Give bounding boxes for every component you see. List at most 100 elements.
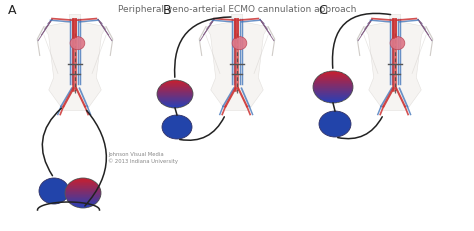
Bar <box>315 93 352 94</box>
Bar <box>70 182 96 183</box>
Bar <box>316 79 350 80</box>
Polygon shape <box>364 15 426 111</box>
Bar <box>80 207 87 208</box>
Bar <box>158 90 192 91</box>
Bar <box>160 86 190 87</box>
Text: B: B <box>163 4 172 17</box>
Bar <box>72 204 94 205</box>
Bar <box>70 203 96 204</box>
Bar <box>313 86 353 87</box>
Bar <box>315 94 351 95</box>
Bar <box>68 184 98 185</box>
Bar <box>159 101 191 102</box>
Bar <box>313 85 353 86</box>
Bar <box>67 185 99 186</box>
Bar <box>314 83 352 84</box>
Text: Johnson Visual Media
© 2013 Indiana University: Johnson Visual Media © 2013 Indiana Univ… <box>108 151 178 163</box>
Bar <box>314 92 352 93</box>
Polygon shape <box>44 15 106 111</box>
Bar <box>157 92 193 93</box>
Bar <box>319 76 347 77</box>
Bar <box>324 73 342 74</box>
Bar <box>323 101 343 102</box>
Bar <box>169 81 181 82</box>
Bar <box>313 88 353 89</box>
Bar <box>65 192 101 193</box>
Bar <box>65 189 100 190</box>
Bar <box>72 181 94 182</box>
Bar <box>158 89 191 90</box>
Bar <box>75 179 91 180</box>
Bar <box>70 183 97 184</box>
Ellipse shape <box>232 37 247 51</box>
Bar <box>157 95 193 96</box>
Bar <box>314 82 352 83</box>
Bar <box>317 77 349 78</box>
Bar <box>65 190 100 191</box>
Bar <box>65 195 101 196</box>
Bar <box>157 91 192 92</box>
Bar <box>316 96 350 97</box>
Bar <box>317 97 349 98</box>
Bar <box>66 188 100 189</box>
Bar <box>159 87 191 88</box>
Bar <box>80 178 87 179</box>
Bar <box>66 197 100 198</box>
Bar <box>316 95 350 96</box>
Bar <box>69 202 97 203</box>
Bar <box>157 94 193 95</box>
Bar <box>157 93 193 94</box>
Bar <box>66 187 100 188</box>
Bar <box>158 99 192 100</box>
Bar <box>326 102 340 103</box>
Bar <box>73 205 93 206</box>
Ellipse shape <box>162 116 192 139</box>
Bar <box>65 196 100 197</box>
Text: A: A <box>8 4 17 17</box>
Bar <box>157 96 193 97</box>
Bar <box>313 87 353 88</box>
Ellipse shape <box>390 37 405 51</box>
Bar <box>317 78 349 79</box>
Bar <box>164 83 186 84</box>
Bar <box>67 200 99 201</box>
Bar <box>160 102 190 103</box>
Bar <box>65 194 101 195</box>
Bar <box>313 90 353 91</box>
Ellipse shape <box>39 178 69 204</box>
Bar <box>326 72 340 73</box>
Bar <box>74 180 92 181</box>
Bar <box>320 75 346 76</box>
Bar <box>157 97 192 98</box>
Bar <box>65 191 101 192</box>
Bar <box>67 186 99 187</box>
Bar <box>172 108 179 109</box>
Text: Peripheral veno-arterial ECMO cannulation approach: Peripheral veno-arterial ECMO cannulatio… <box>118 5 356 14</box>
Bar <box>65 193 101 194</box>
Bar <box>162 104 188 105</box>
Bar <box>319 98 347 99</box>
Bar <box>163 84 187 85</box>
Bar <box>313 84 353 85</box>
Bar <box>158 98 192 99</box>
Bar <box>314 91 352 92</box>
Text: C: C <box>318 4 327 17</box>
Bar <box>166 82 184 83</box>
Ellipse shape <box>70 37 85 51</box>
Bar <box>313 89 353 90</box>
Bar <box>68 201 98 202</box>
Bar <box>66 198 100 199</box>
Bar <box>159 100 191 101</box>
Bar <box>315 81 352 82</box>
Ellipse shape <box>319 112 351 137</box>
Bar <box>162 103 189 104</box>
Bar <box>162 85 189 86</box>
Bar <box>321 74 345 75</box>
Bar <box>67 199 100 200</box>
Bar <box>315 80 351 81</box>
Bar <box>164 105 186 106</box>
Bar <box>159 88 191 89</box>
Bar <box>321 100 345 101</box>
Bar <box>319 99 346 100</box>
Bar <box>166 106 184 107</box>
